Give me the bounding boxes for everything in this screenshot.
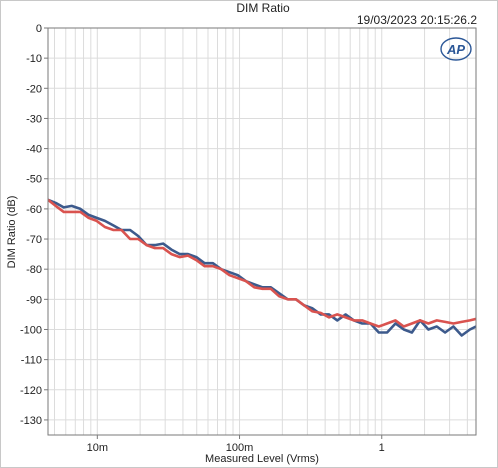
series-line-1 xyxy=(48,198,476,337)
y-axis-ticks: 0 -10 -20 -30 -40 -50 -60 -70 -80 -90 -100 -110 -120… xyxy=(20,23,48,427)
y-tick-label: -90 xyxy=(26,294,42,306)
ap-logo: AP xyxy=(440,37,472,61)
series-line-2 xyxy=(48,198,476,328)
y-tick-label: -60 xyxy=(26,204,42,216)
x-tick-label: 1 xyxy=(379,442,385,454)
y-tick-label: -50 xyxy=(26,174,42,186)
ap-logo-text: AP xyxy=(446,42,465,57)
y-tick-label: -120 xyxy=(20,385,42,397)
x-tick-label: 100m xyxy=(226,442,254,454)
x-axis-ticks: 10m 100m 1 xyxy=(87,435,385,454)
ap-logo-ring xyxy=(440,37,472,61)
y-tick-label: 0 xyxy=(36,23,42,35)
y-tick-label: -30 xyxy=(26,113,42,125)
grid xyxy=(48,27,476,435)
y-tick-label: -130 xyxy=(20,415,42,427)
y-tick-label: -40 xyxy=(26,144,42,156)
chart-title: DIM Ratio xyxy=(236,1,290,15)
y-tick-label: -70 xyxy=(26,234,42,246)
plot-border xyxy=(47,27,477,436)
measurement-timestamp: 19/03/2023 20:15:26.2 xyxy=(357,13,477,27)
y-tick-label: -80 xyxy=(26,264,42,276)
y-tick-label: -10 xyxy=(26,53,42,65)
y-tick-label: -20 xyxy=(26,83,42,95)
y-axis-label: DIM Ratio (dB) xyxy=(6,196,18,269)
plot-area xyxy=(48,28,476,435)
x-tick-label: 10m xyxy=(87,442,108,454)
series-layer xyxy=(48,198,476,337)
y-tick-label: -110 xyxy=(21,355,42,367)
x-axis-label: Measured Level (Vrms) xyxy=(205,453,319,465)
y-tick-label: -100 xyxy=(20,324,42,336)
